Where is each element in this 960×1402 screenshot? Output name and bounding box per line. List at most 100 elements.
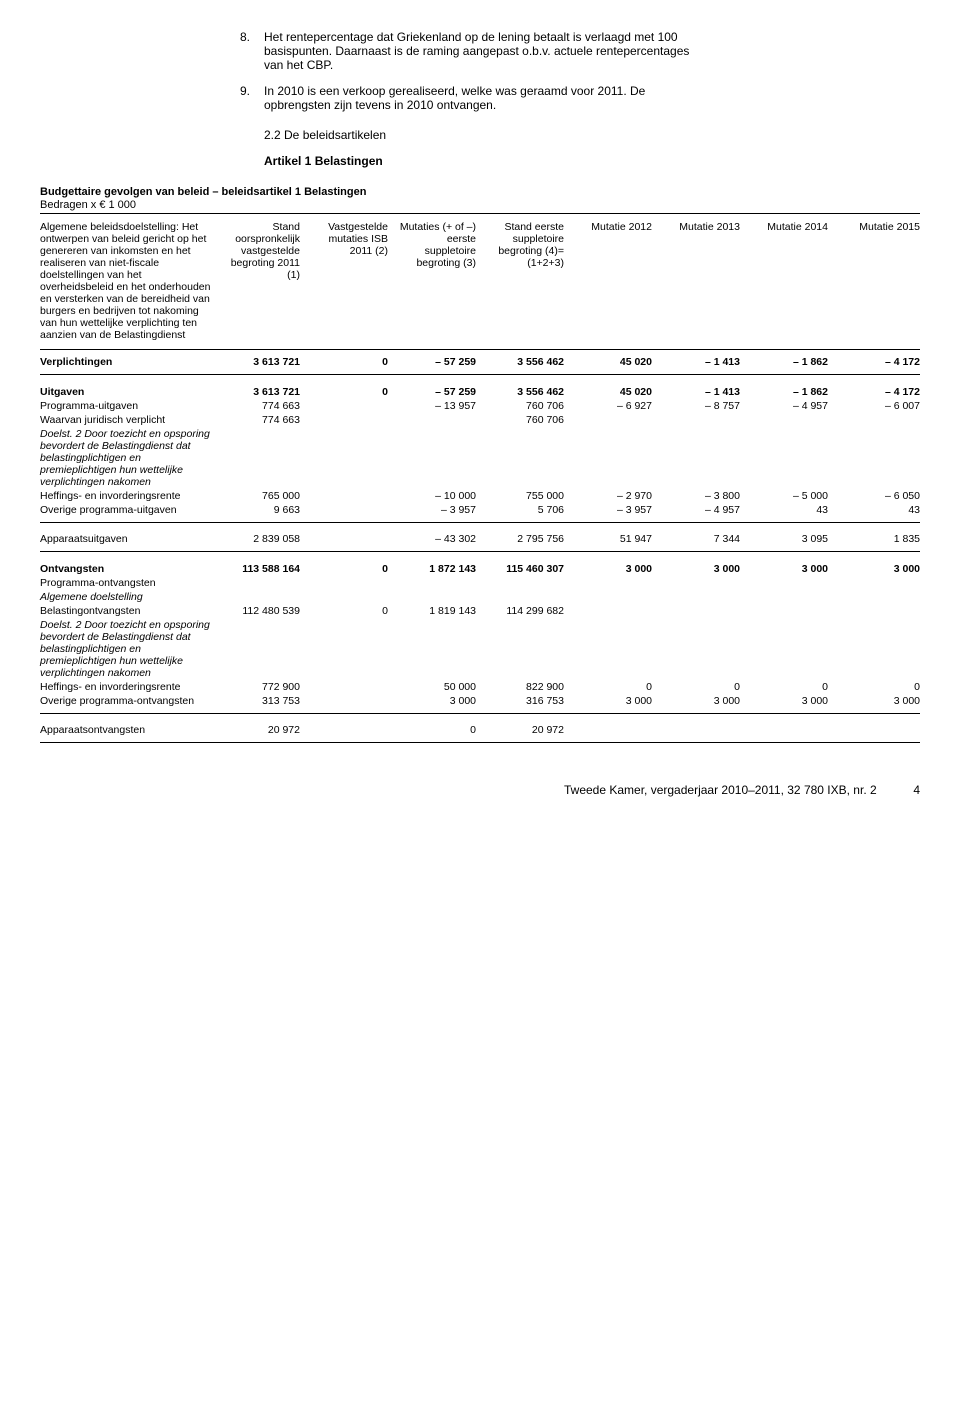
cell-label: Belastingontvangsten	[40, 604, 216, 618]
cell: – 13 957	[392, 399, 480, 413]
cell: 0	[744, 680, 832, 694]
list-item-9: 9. In 2010 is een verkoop gerealiseerd, …	[240, 84, 700, 112]
cell: 3 000	[568, 694, 656, 714]
cell: – 8 757	[656, 399, 744, 413]
cell: 3 000	[392, 694, 480, 714]
cell: – 57 259	[392, 350, 480, 375]
cell: – 4 957	[744, 399, 832, 413]
table-title: Budgettaire gevolgen van beleid – beleid…	[40, 186, 920, 198]
table-row: Ontvangsten 113 588 164 0 1 872 143 115 …	[40, 562, 920, 576]
header-col8: Mutatie 2015	[832, 220, 920, 350]
table-divider	[40, 213, 920, 214]
cell: 113 588 164	[216, 562, 304, 576]
cell: 43	[832, 503, 920, 523]
table-row: Verplichtingen 3 613 721 0 – 57 259 3 55…	[40, 350, 920, 375]
cell: 765 000	[216, 489, 304, 503]
cell: 3 000	[744, 562, 832, 576]
cell: 51 947	[568, 532, 656, 552]
cell: 20 972	[480, 723, 568, 743]
table-row: Doelst. 2 Door toezicht en opsporing bev…	[40, 618, 920, 680]
cell: 3 000	[656, 694, 744, 714]
cell: 3 095	[744, 532, 832, 552]
cell: – 5 000	[744, 489, 832, 503]
cell-label: Doelst. 2 Door toezicht en opsporing bev…	[40, 427, 216, 489]
cell-label: Heffings- en invorderingsrente	[40, 489, 216, 503]
table-row: Overige programma-uitgaven 9 663 – 3 957…	[40, 503, 920, 523]
table-row: Apparaatsuitgaven 2 839 058 – 43 302 2 7…	[40, 532, 920, 552]
table-row: Algemene doelstelling	[40, 590, 920, 604]
cell: 2 795 756	[480, 532, 568, 552]
cell: 0	[304, 350, 392, 375]
list-item-8: 8. Het rentepercentage dat Griekenland o…	[240, 30, 700, 72]
cell: 774 663	[216, 399, 304, 413]
cell: – 6 007	[832, 399, 920, 413]
section-heading: 2.2 De beleidsartikelen	[264, 128, 920, 142]
cell: 20 972	[216, 723, 304, 743]
cell: 755 000	[480, 489, 568, 503]
article-heading: Artikel 1 Belastingen	[264, 154, 920, 168]
cell: 115 460 307	[480, 562, 568, 576]
cell: 3 000	[832, 562, 920, 576]
cell: 760 706	[480, 399, 568, 413]
table-row: Belastingontvangsten 112 480 539 0 1 819…	[40, 604, 920, 618]
table-row: Heffings- en invorderingsrente 765 000 –…	[40, 489, 920, 503]
cell: – 1 413	[656, 385, 744, 399]
table-row: Uitgaven 3 613 721 0 – 57 259 3 556 462 …	[40, 385, 920, 399]
cell: 3 613 721	[216, 385, 304, 399]
cell-label: Ontvangsten	[40, 562, 216, 576]
cell-label: Verplichtingen	[40, 350, 216, 375]
cell: – 1 862	[744, 350, 832, 375]
table-row: Waarvan juridisch verplicht 774 663 760 …	[40, 413, 920, 427]
cell: 772 900	[216, 680, 304, 694]
cell: 45 020	[568, 385, 656, 399]
page-footer: Tweede Kamer, vergaderjaar 2010–2011, 32…	[40, 783, 920, 797]
cell: – 4 172	[832, 350, 920, 375]
cell: – 1 413	[656, 350, 744, 375]
table-row: Overige programma-ontvangsten 313 753 3 …	[40, 694, 920, 714]
table-row: Heffings- en invorderingsrente 772 900 5…	[40, 680, 920, 694]
cell: 3 613 721	[216, 350, 304, 375]
cell: – 2 970	[568, 489, 656, 503]
cell: – 3 957	[568, 503, 656, 523]
cell: 0	[304, 385, 392, 399]
cell: – 57 259	[392, 385, 480, 399]
cell-label: Apparaatsuitgaven	[40, 532, 216, 552]
cell: 0	[392, 723, 480, 743]
footer-text: Tweede Kamer, vergaderjaar 2010–2011, 32…	[564, 783, 877, 797]
cell: 3 000	[656, 562, 744, 576]
cell: – 1 862	[744, 385, 832, 399]
header-col1: Stand oorspronkelijk vastgestelde begrot…	[216, 220, 304, 350]
cell: 3 556 462	[480, 350, 568, 375]
cell: – 10 000	[392, 489, 480, 503]
cell: – 3 957	[392, 503, 480, 523]
cell: 9 663	[216, 503, 304, 523]
cell: – 6 050	[832, 489, 920, 503]
cell: 3 000	[568, 562, 656, 576]
cell: 0	[832, 680, 920, 694]
cell: 112 480 539	[216, 604, 304, 618]
cell: – 4 957	[656, 503, 744, 523]
page-number: 4	[880, 783, 920, 797]
cell: – 43 302	[392, 532, 480, 552]
cell: 0	[304, 604, 392, 618]
cell-label: Heffings- en invorderingsrente	[40, 680, 216, 694]
cell: 316 753	[480, 694, 568, 714]
list-item-text: In 2010 is een verkoop gerealiseerd, wel…	[264, 84, 700, 112]
cell-label: Overige programma-ontvangsten	[40, 694, 216, 714]
header-col3: Mutaties (+ of –) eerste suppletoire beg…	[392, 220, 480, 350]
header-col7: Mutatie 2014	[744, 220, 832, 350]
cell: 774 663	[216, 413, 304, 427]
list-item-text: Het rentepercentage dat Griekenland op d…	[264, 30, 700, 72]
cell: 0	[304, 562, 392, 576]
cell-label: Doelst. 2 Door toezicht en opsporing bev…	[40, 618, 216, 680]
header-col6: Mutatie 2013	[656, 220, 744, 350]
table-subtitle: Bedragen x € 1 000	[40, 199, 920, 211]
cell: 50 000	[392, 680, 480, 694]
cell: 313 753	[216, 694, 304, 714]
cell: – 6 927	[568, 399, 656, 413]
cell-label: Programma-ontvangsten	[40, 576, 216, 590]
table-header-row: Algemene beleidsdoelstelling: Het ontwer…	[40, 220, 920, 350]
cell: 0	[568, 680, 656, 694]
table-row: Doelst. 2 Door toezicht en opsporing bev…	[40, 427, 920, 489]
cell-label: Uitgaven	[40, 385, 216, 399]
